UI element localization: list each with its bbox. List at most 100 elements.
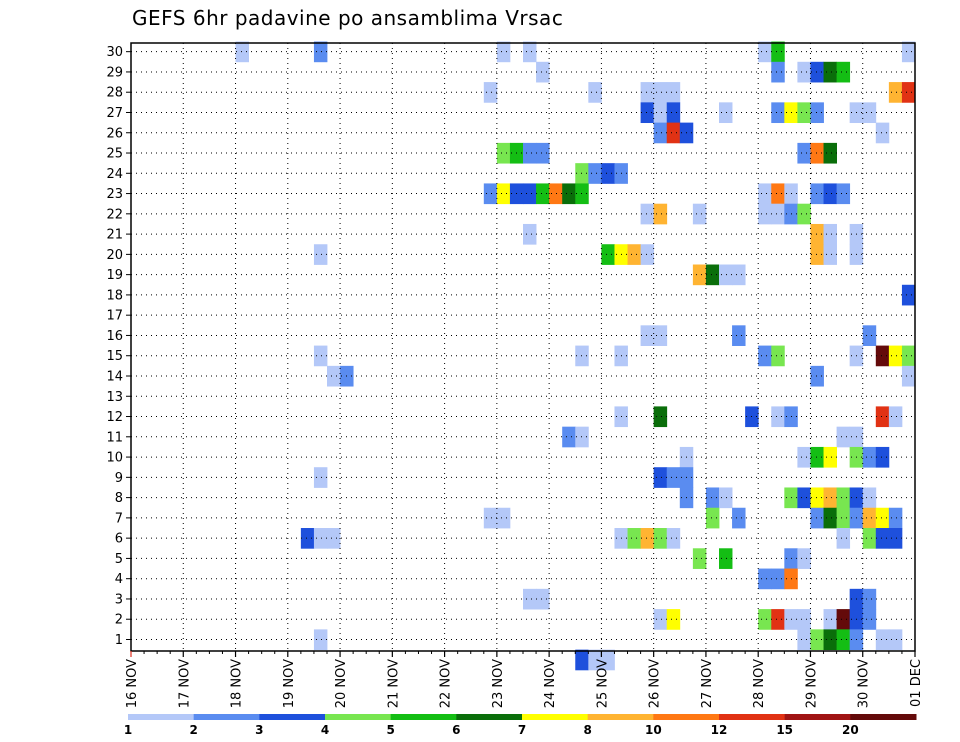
- heatmap-cell: [862, 609, 877, 630]
- heatmap-cell: [640, 82, 655, 103]
- heatmap-cell: [797, 629, 811, 651]
- legend-label: 3: [255, 723, 263, 737]
- legend-swatch: [719, 714, 786, 720]
- x-tick-label: 29 NOV: [804, 659, 819, 708]
- heatmap-cell: [327, 365, 341, 387]
- heatmap-cell: [862, 507, 877, 529]
- heatmap-cell: [300, 528, 315, 549]
- heatmap-cell: [758, 568, 772, 590]
- heatmap-cell: [601, 163, 615, 184]
- heatmap-cell: [653, 406, 668, 428]
- heatmap-cell: [653, 325, 668, 346]
- heatmap-cell: [627, 528, 641, 549]
- y-tick-label: 15: [106, 349, 123, 364]
- legend-swatch: [390, 714, 457, 720]
- heatmap-cell: [862, 487, 877, 509]
- y-tick-label: 13: [106, 390, 123, 405]
- heatmap-cell: [875, 507, 890, 529]
- y-tick-label: 29: [106, 65, 123, 80]
- heatmap-cell: [601, 649, 615, 671]
- y-tick-label: 3: [115, 592, 123, 607]
- heatmap-cell: [523, 588, 537, 610]
- heatmap-cell: [823, 223, 837, 245]
- heatmap-cell: [562, 183, 576, 205]
- legend-swatch: [587, 714, 654, 720]
- heatmap-cell: [313, 467, 328, 488]
- heatmap-cell: [810, 487, 824, 509]
- x-tick-label: 27 NOV: [700, 659, 715, 708]
- heatmap-cell: [836, 183, 851, 205]
- heatmap-cell: [810, 61, 824, 83]
- legend-swatch: [456, 714, 523, 720]
- heatmap-cell: [640, 203, 655, 225]
- legend-swatch: [850, 714, 917, 720]
- legend-label: 7: [518, 723, 526, 737]
- heatmap-cell: [692, 203, 707, 225]
- heatmap-cell: [836, 507, 851, 529]
- heatmap-cell: [875, 406, 890, 428]
- heatmap-cell: [797, 203, 811, 225]
- heatmap-cell: [771, 345, 785, 367]
- heatmap-cell: [771, 102, 785, 124]
- x-tick-label: 30 NOV: [857, 659, 872, 708]
- heatmap-cell: [810, 365, 824, 387]
- y-tick-label: 30: [106, 45, 123, 60]
- y-tick-label: 16: [106, 329, 123, 344]
- heatmap-cell: [483, 82, 498, 103]
- x-tick-label: 21 NOV: [386, 659, 401, 708]
- legend-label: 10: [645, 723, 662, 737]
- heatmap-cell: [862, 446, 877, 468]
- x-tick-label: 19 NOV: [282, 659, 297, 708]
- heatmap-cell: [588, 163, 602, 184]
- y-tick-label: 8: [115, 491, 123, 506]
- heatmap-cell: [836, 61, 851, 83]
- heatmap-cell: [496, 183, 511, 205]
- heatmap-cell: [810, 446, 824, 468]
- heatmap-cell: [810, 102, 824, 124]
- heatmap-cell: [901, 82, 916, 103]
- heatmap-cell: [823, 142, 837, 164]
- x-tick-label: 23 NOV: [491, 659, 506, 708]
- y-tick-label: 22: [106, 207, 123, 222]
- heatmap-cell: [523, 41, 537, 63]
- heatmap-cell: [588, 82, 602, 103]
- heatmap-cell: [666, 528, 681, 549]
- heatmap-cell: [810, 507, 824, 529]
- heatmap-cell: [771, 61, 785, 83]
- x-tick-label: 24 NOV: [543, 659, 558, 708]
- legend-swatch: [128, 714, 195, 720]
- heatmap-cell: [836, 487, 851, 509]
- y-tick-label: 7: [115, 511, 123, 526]
- y-tick-label: 25: [106, 147, 123, 162]
- heatmap-cell: [313, 41, 328, 63]
- legend: 1 2 3 4 5 6 7 8 10 12 15 20: [124, 714, 917, 737]
- heatmap-cell: [692, 264, 707, 286]
- heatmap-cell: [523, 223, 537, 245]
- heatmap-cell: [653, 528, 668, 549]
- heatmap-cell: [797, 487, 811, 509]
- heatmap-cell: [666, 82, 681, 103]
- heatmap-cell: [666, 609, 681, 630]
- heatmap-cell: [235, 41, 249, 63]
- heatmap-cell: [823, 609, 837, 630]
- x-tick-label: 22 NOV: [439, 659, 454, 708]
- y-tick-label: 11: [106, 430, 123, 445]
- heatmap-cell: [640, 244, 655, 265]
- y-tick-label: 5: [115, 552, 123, 567]
- heatmap-cell: [901, 284, 916, 306]
- legend-swatch: [193, 714, 260, 720]
- heatmap-cell: [705, 487, 720, 509]
- heatmap-cell: [523, 142, 537, 164]
- heatmap-cell: [823, 183, 837, 205]
- legend-label: 1: [124, 723, 132, 737]
- heatmap-cell: [653, 102, 668, 124]
- heatmap-cell: [719, 548, 733, 569]
- heatmap-cell: [313, 244, 328, 265]
- heatmap-cell: [313, 345, 328, 367]
- legend-label: 2: [189, 723, 197, 737]
- x-tick-label: 17 NOV: [177, 659, 192, 708]
- y-tick-label: 17: [106, 309, 123, 324]
- heatmap-cell: [719, 264, 733, 286]
- y-tick-label: 6: [115, 532, 123, 547]
